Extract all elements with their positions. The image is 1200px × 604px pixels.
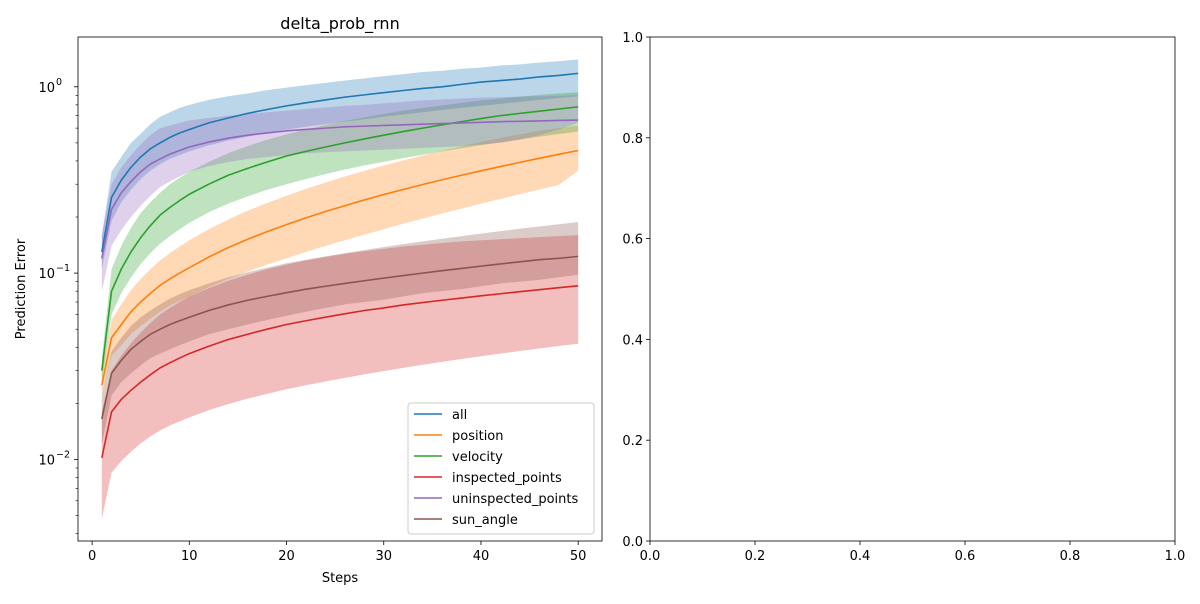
band-sun-angle — [101, 222, 579, 445]
band-velocity — [101, 92, 579, 383]
band-position — [101, 125, 579, 396]
band-all — [101, 59, 579, 270]
x-tick-label: 40 — [473, 549, 490, 564]
x-tick-label: 10 — [181, 549, 198, 564]
right-y-tick-label: 0.4 — [622, 333, 643, 348]
y-tick-exponent: 0 — [56, 77, 62, 88]
line-all — [101, 72, 579, 253]
x-tick-label: 0 — [88, 549, 96, 564]
legend-label: inspected_points — [452, 471, 562, 486]
right-y-tick-label: 0.8 — [622, 132, 643, 147]
right-axes-frame — [649, 36, 1176, 542]
line-sun-angle — [101, 255, 579, 420]
chart-title: delta_prob_rnn — [280, 14, 399, 34]
x-tick-label: 50 — [570, 549, 587, 564]
band-inspected-points — [101, 235, 579, 519]
legend-label: all — [452, 408, 467, 423]
left-axes-frame — [77, 36, 603, 542]
line-uninspected-points — [101, 119, 579, 259]
x-axis-ticks: 0 10 20 30 40 50 — [88, 541, 586, 564]
right-x-axis-ticks: 0.0 0.2 0.4 0.6 0.8 1.0 — [640, 541, 1186, 564]
y-tick-label: 10 — [38, 267, 55, 282]
x-axis-label: Steps — [322, 571, 359, 586]
legend-label: velocity — [452, 450, 503, 465]
right-x-tick-label: 0.2 — [745, 549, 766, 564]
y-tick-label: 10 — [38, 453, 55, 468]
line-velocity — [101, 106, 579, 371]
x-tick-label: 30 — [375, 549, 392, 564]
line-inspected-points — [101, 284, 579, 459]
legend-label: sun_angle — [452, 513, 518, 528]
right-y-tick-label: 0.0 — [622, 535, 643, 550]
right-axes: 0.0 0.2 0.4 0.6 0.8 1.0 0.0 0.2 0.4 0.6 0.8 1.0 — [622, 31, 1185, 564]
legend: all position velocity inspected_pointsunins… — [407, 402, 595, 535]
right-x-tick-label: 0.4 — [850, 549, 871, 564]
legend-box — [407, 402, 595, 535]
right-y-tick-label: 1.0 — [622, 31, 643, 46]
right-y-tick-label: 0.6 — [622, 233, 643, 248]
right-x-tick-label: 0.8 — [1060, 549, 1081, 564]
right-y-axis-ticks: 0.0 0.2 0.4 0.6 0.8 1.0 — [622, 31, 650, 550]
y-tick-exponent: −2 — [56, 449, 70, 460]
band-uninspected-points — [101, 95, 579, 292]
confidence-bands — [101, 59, 579, 519]
right-x-tick-label: 0.0 — [640, 549, 661, 564]
series-lines — [101, 72, 579, 459]
x-tick-label: 20 — [278, 549, 295, 564]
legend-label: position — [452, 429, 504, 444]
legend-label: uninspected_points — [452, 492, 579, 507]
y-tick-label: 10 — [38, 81, 55, 96]
y-axis-label: Prediction Error — [14, 238, 29, 339]
right-y-tick-label: 0.2 — [622, 434, 643, 449]
right-x-tick-label: 0.6 — [955, 549, 976, 564]
right-x-tick-label: 1.0 — [1165, 549, 1186, 564]
y-tick-exponent: −1 — [56, 263, 70, 274]
line-position — [101, 149, 579, 386]
